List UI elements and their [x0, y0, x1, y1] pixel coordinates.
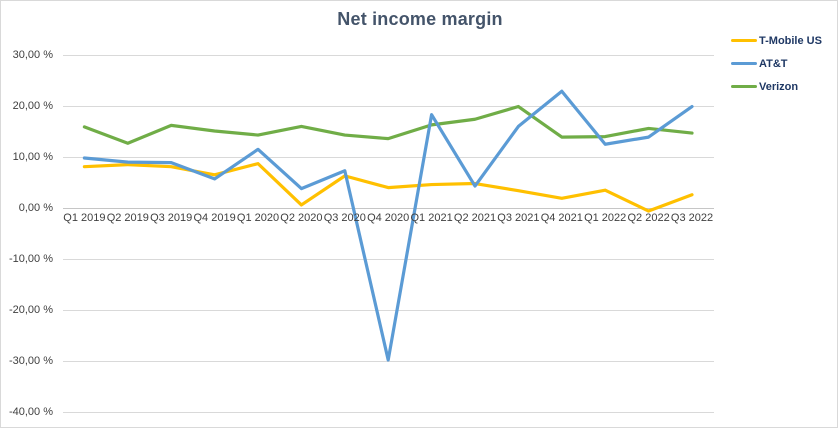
- series-line-verizon[interactable]: [82, 104, 694, 145]
- x-tick-label: Q4 2020: [367, 212, 410, 224]
- legend-item-verizon[interactable]: Verizon: [731, 80, 822, 93]
- legend-label-t-mobile-us: T-Mobile US: [759, 34, 822, 47]
- series-line-t-mobile-us[interactable]: [82, 162, 694, 213]
- y-tick-label: 10,00 %: [12, 151, 53, 163]
- x-tick-label: Q1 2019: [63, 212, 106, 224]
- x-tick-label: Q3 2021: [497, 212, 540, 224]
- x-tick-label: Q4 2021: [540, 212, 583, 224]
- y-tick-label: 20,00 %: [12, 100, 53, 112]
- x-tick-label: Q4 2019: [193, 212, 236, 224]
- legend-label-verizon: Verizon: [759, 80, 799, 93]
- y-tick-label: -40,00 %: [8, 406, 53, 418]
- x-tick-label: Q2 2019: [106, 212, 149, 224]
- chart-title: Net income margin: [337, 9, 503, 29]
- x-tick-label: Q1 2021: [410, 212, 453, 224]
- x-tick-label: Q3 2020: [323, 212, 366, 224]
- legend-swatch-at-t: [731, 62, 757, 65]
- series-line-at-t[interactable]: [82, 89, 694, 362]
- x-tick-label: Q1 2022: [584, 212, 627, 224]
- x-tick-label: Q1 2020: [236, 212, 280, 224]
- x-tick-label: Q2 2022: [627, 212, 670, 224]
- x-tick-label: Q3 2019: [150, 212, 193, 224]
- legend-swatch-t-mobile-us: [731, 39, 757, 42]
- legend-label-at-t: AT&T: [759, 57, 788, 70]
- y-tick-label: -30,00 %: [8, 355, 53, 367]
- y-tick-label: 0,00 %: [18, 202, 53, 214]
- legend: T-Mobile US AT&T Verizon: [731, 34, 822, 93]
- legend-swatch-verizon: [731, 85, 757, 88]
- y-tick-label: -10,00 %: [8, 253, 53, 265]
- legend-item-at-t[interactable]: AT&T: [731, 57, 822, 70]
- x-tick-label: Q3 2022: [670, 212, 714, 224]
- y-tick-label: -20,00 %: [8, 304, 53, 316]
- x-tick-label: Q2 2021: [453, 212, 497, 224]
- x-tick-label: Q2 2020: [280, 212, 323, 224]
- legend-item-t-mobile-us[interactable]: T-Mobile US: [731, 34, 822, 47]
- y-tick-label: 30,00 %: [12, 49, 53, 61]
